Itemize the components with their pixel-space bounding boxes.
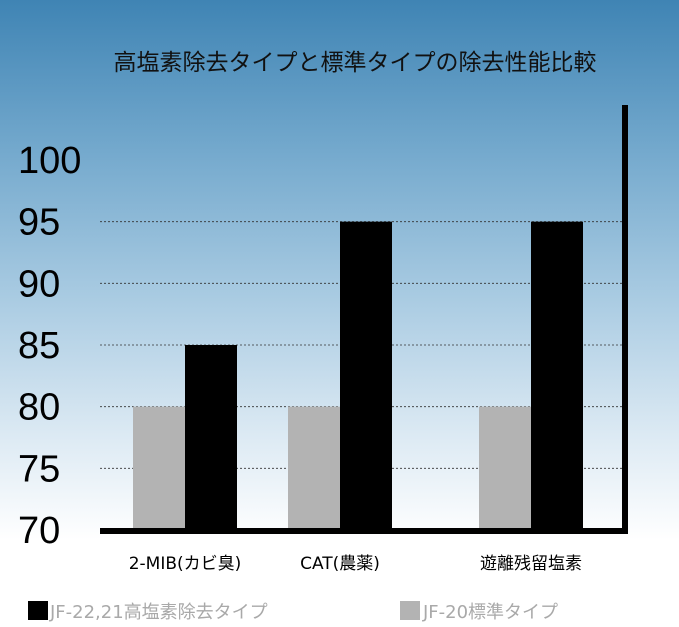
legend-swatch xyxy=(400,601,420,620)
legend-label: JF-20標準タイプ xyxy=(422,602,558,623)
bar-standard xyxy=(288,406,340,530)
category-label: 遊離残留塩素 xyxy=(480,554,582,574)
category-label: CAT(農薬) xyxy=(300,554,380,574)
legend-swatch xyxy=(28,601,48,620)
y-tick-label: 90 xyxy=(18,263,60,305)
legend: JF-22,21高塩素除去タイプ JF-20標準タイプ xyxy=(28,601,558,623)
bar-high-chlorine xyxy=(185,345,237,530)
y-tick-label: 95 xyxy=(18,202,60,244)
category-labels: 2-MIB(カビ臭) CAT(農薬) 遊離残留塩素 xyxy=(129,554,582,574)
bar-standard xyxy=(479,406,531,530)
bar-high-chlorine xyxy=(340,221,392,530)
bar-high-chlorine xyxy=(531,221,583,530)
legend-label: JF-22,21高塩素除去タイプ xyxy=(49,602,268,623)
axes xyxy=(100,105,628,534)
y-tick-labels: 70 75 80 85 90 95 100 xyxy=(18,140,81,552)
category-label: 2-MIB(カビ臭) xyxy=(129,554,242,574)
bar-standard xyxy=(133,406,185,530)
bars xyxy=(133,221,583,530)
y-tick-label: 70 xyxy=(18,510,60,552)
y-tick-label: 75 xyxy=(18,448,60,490)
chart-title: 高塩素除去タイプと標準タイプの除去性能比較 xyxy=(114,50,597,76)
y-tick-label: 85 xyxy=(18,325,60,367)
y-tick-label: 80 xyxy=(18,387,60,429)
y-tick-label: 100 xyxy=(18,140,81,182)
